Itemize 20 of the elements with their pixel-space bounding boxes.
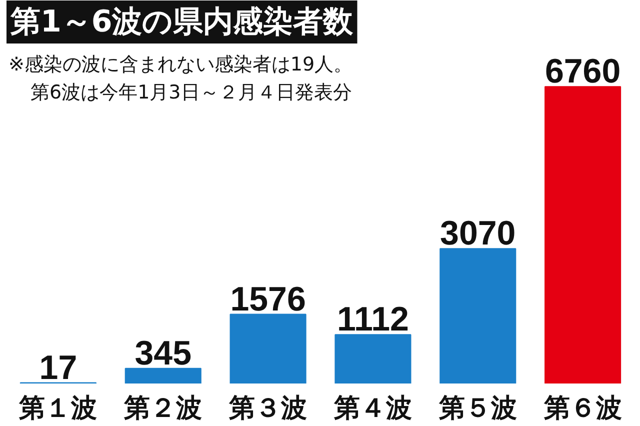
bar bbox=[230, 314, 306, 384]
x-tick-label: 第２波 bbox=[123, 394, 202, 424]
bar bbox=[440, 248, 516, 384]
chart-title: 第1～6波の県内感染者数 bbox=[10, 4, 354, 40]
data-label: 1576 bbox=[230, 280, 306, 318]
annotation: 第6波は今年1月3日～２月４日発表分 bbox=[30, 82, 352, 104]
x-tick-label: 第４波 bbox=[332, 394, 412, 424]
data-label: 1112 bbox=[337, 300, 409, 339]
bar bbox=[124, 368, 202, 384]
x-tick-label: 第６波 bbox=[542, 394, 622, 424]
data-label: 6760 bbox=[544, 52, 621, 91]
data-label: 17 bbox=[39, 348, 78, 387]
x-tick-label: 第３波 bbox=[228, 394, 308, 424]
bar bbox=[544, 86, 622, 384]
text: ※感染の波に含まれない感染者は19人。 bbox=[8, 54, 353, 76]
data-label: 345 bbox=[134, 334, 192, 372]
bar bbox=[334, 334, 412, 384]
x-tick-label: 第５波 bbox=[438, 394, 517, 424]
x-tick-label: 第１波 bbox=[18, 394, 98, 424]
data-label: 3070 bbox=[440, 214, 516, 253]
